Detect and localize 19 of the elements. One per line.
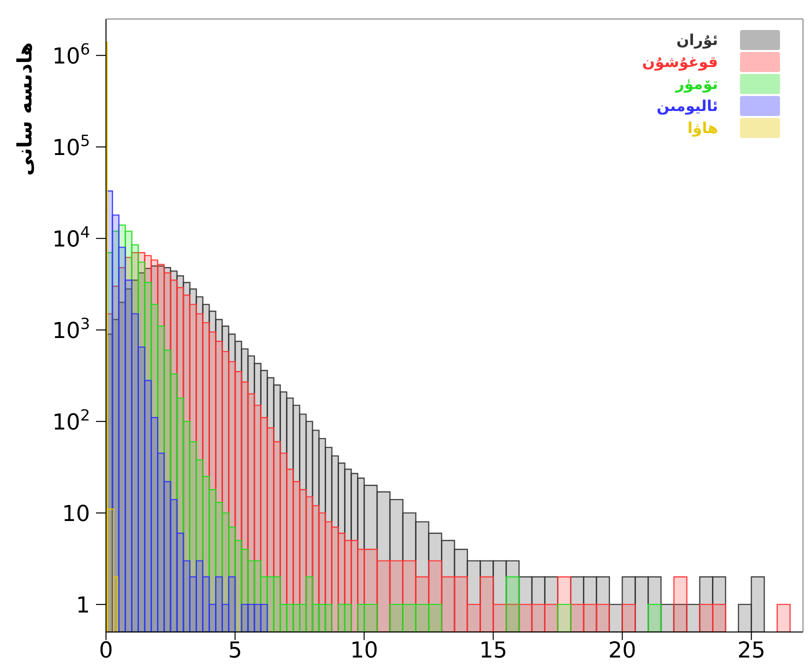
x-tick-label: 5: [228, 638, 242, 664]
legend-label: ئۇران: [676, 31, 718, 49]
y-axis-title: ھادىسە سانى: [12, 42, 36, 176]
x-tick-label: 15: [479, 638, 508, 664]
x-tick-label: 25: [737, 638, 766, 664]
x-tick-label: 10: [350, 638, 378, 664]
legend-label: تۆمۈر: [676, 75, 718, 93]
y-tick-label: 10$^{5}$: [52, 132, 90, 161]
legend-label: قوغۇشۇن: [642, 53, 718, 71]
y-tick-label: 10$^{3}$: [52, 314, 90, 344]
y-tick-label: 10$^{2}$: [52, 406, 90, 436]
y-tick-label: 10: [62, 502, 90, 527]
x-tick-label: 20: [608, 638, 636, 664]
legend-label: ئاليومىن: [656, 97, 718, 115]
legend-label: ھاۋا: [688, 119, 718, 137]
y-tick-label: 1: [76, 593, 90, 618]
y-tick-label: 10$^{4}$: [52, 223, 90, 252]
y-tick-label: 10$^{6}$: [52, 40, 90, 70]
x-tick-label: 0: [99, 638, 113, 664]
